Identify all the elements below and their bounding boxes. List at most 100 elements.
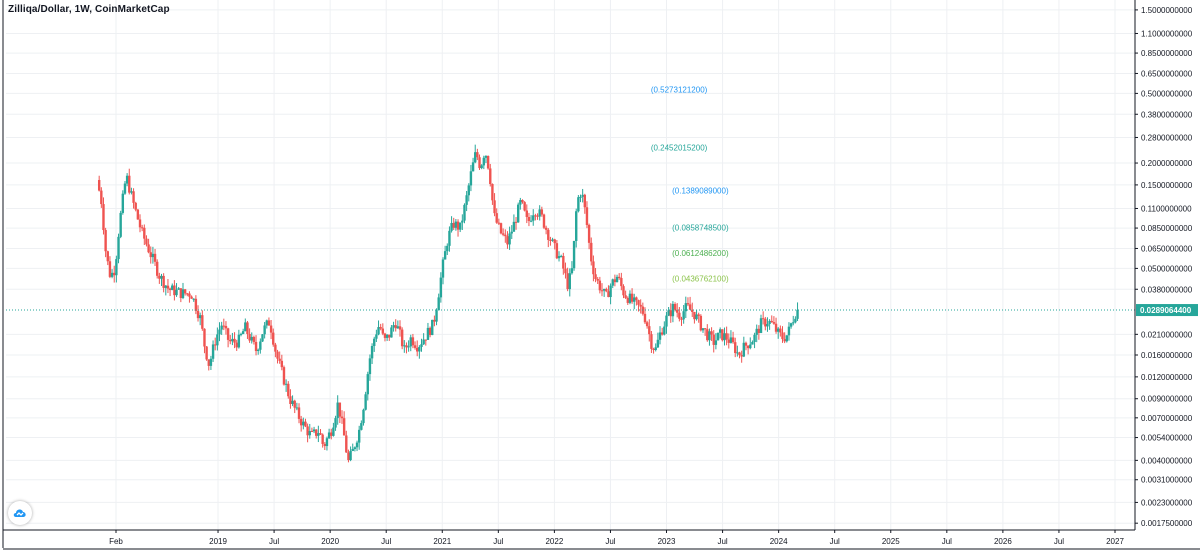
candle xyxy=(216,327,219,351)
candle xyxy=(291,395,294,407)
candle-body xyxy=(312,429,316,432)
candle-body xyxy=(738,352,741,356)
candle-body xyxy=(349,450,352,461)
candle-body xyxy=(203,328,206,347)
candle xyxy=(392,321,395,332)
candle xyxy=(319,429,322,435)
candle-body xyxy=(177,288,180,290)
candle xyxy=(149,246,152,264)
candle xyxy=(596,277,599,284)
candle-body xyxy=(362,409,365,424)
candle xyxy=(482,155,486,170)
candle xyxy=(600,283,604,297)
candle-body xyxy=(106,251,109,262)
candle-body xyxy=(207,359,210,366)
candle-body xyxy=(540,209,544,215)
candle-body xyxy=(611,279,614,286)
candle-body xyxy=(403,345,406,347)
candle-body xyxy=(428,327,432,336)
candle-body xyxy=(633,297,636,302)
candle-body xyxy=(613,279,617,283)
candle-body xyxy=(516,204,520,223)
candle-body xyxy=(325,438,329,447)
candle-body xyxy=(663,326,666,335)
candle xyxy=(794,316,797,324)
candle xyxy=(570,261,574,275)
cloud-icon[interactable] xyxy=(8,501,32,525)
candle-body xyxy=(160,275,163,279)
candle-body xyxy=(254,341,258,352)
candle-body xyxy=(684,303,688,312)
candle-body xyxy=(602,288,606,291)
candle-body xyxy=(504,234,507,237)
candle-body xyxy=(774,323,778,332)
candle-body xyxy=(660,332,664,335)
candle-body xyxy=(686,303,690,305)
candle xyxy=(416,340,419,357)
candle-body xyxy=(308,430,311,436)
candle-body xyxy=(508,233,511,245)
candle-body xyxy=(471,162,475,172)
candle xyxy=(525,204,528,224)
candle-body xyxy=(744,342,748,346)
candle xyxy=(613,274,617,287)
candle-body xyxy=(158,275,161,279)
candle-body xyxy=(585,207,589,225)
candle xyxy=(585,201,589,229)
candle xyxy=(342,411,346,436)
candle xyxy=(456,219,460,237)
y-tick-label: 0.5000000000 xyxy=(1141,89,1193,98)
candle-body xyxy=(355,442,359,448)
candle xyxy=(523,201,526,212)
candle xyxy=(708,328,711,346)
candle-body xyxy=(153,253,157,262)
candle-body xyxy=(259,341,262,350)
candle-body xyxy=(538,209,541,217)
candle-body xyxy=(231,338,234,342)
candle xyxy=(671,301,675,323)
candle-body xyxy=(723,333,726,341)
candle-body xyxy=(336,402,339,419)
candle-body xyxy=(409,337,412,347)
y-tick-label: 0.0380000000 xyxy=(1141,285,1193,294)
candle-body xyxy=(233,338,236,343)
candle xyxy=(207,359,210,371)
candle-body xyxy=(373,338,376,346)
candle xyxy=(602,288,606,297)
candle-body xyxy=(332,427,335,436)
candle-body xyxy=(792,322,795,324)
candle-body xyxy=(407,346,410,348)
candle xyxy=(263,321,266,339)
candle-body xyxy=(186,293,189,295)
candle xyxy=(611,278,614,289)
candle-body xyxy=(293,400,296,408)
candle xyxy=(241,328,245,335)
candle xyxy=(364,391,367,411)
candle xyxy=(787,322,791,341)
candle xyxy=(688,296,692,310)
candle xyxy=(183,288,187,296)
candle xyxy=(151,246,155,264)
candle xyxy=(489,163,492,187)
candle-body xyxy=(542,214,546,228)
candle xyxy=(471,157,475,172)
x-tick-label: Jul xyxy=(942,537,952,546)
candle xyxy=(676,303,679,318)
candle xyxy=(712,330,715,353)
candle-body xyxy=(366,374,369,395)
annotation-layer: (0.5273121200) (0.2452015200) (0.138908900… xyxy=(6,85,1135,311)
candle xyxy=(581,188,584,203)
candle-body xyxy=(491,184,494,201)
candle xyxy=(718,327,722,339)
x-tick-label: Feb xyxy=(109,537,123,546)
candle xyxy=(521,199,524,204)
candle-body xyxy=(291,400,294,404)
candle-body xyxy=(222,325,226,327)
candle-body xyxy=(364,394,367,410)
x-tick-label: Jul xyxy=(381,537,391,546)
grid-layer xyxy=(6,0,1135,530)
candle-body xyxy=(280,360,284,368)
candle-body xyxy=(132,191,135,203)
